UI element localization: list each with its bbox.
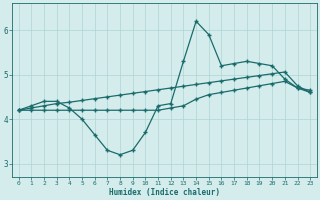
X-axis label: Humidex (Indice chaleur): Humidex (Indice chaleur) <box>109 188 220 197</box>
